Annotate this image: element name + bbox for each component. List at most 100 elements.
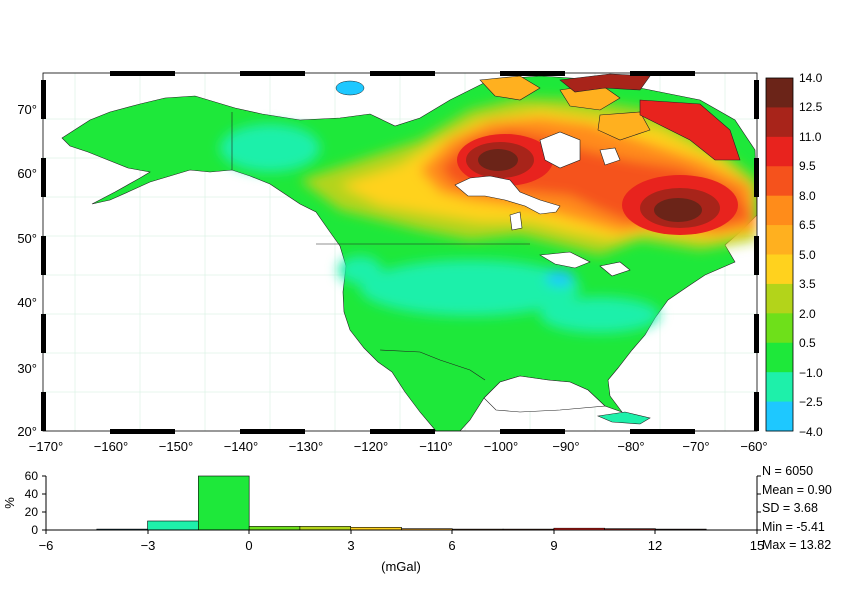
latitude-labels: 20° 30° 40° 50° 60° 70° (17, 102, 37, 439)
lat-label: 20° (17, 424, 37, 439)
colorbar-label: 8.0 (799, 189, 816, 203)
hist-y-label: 60 (25, 469, 39, 483)
colorbar-swatch (766, 136, 793, 167)
colorbar-swatches (766, 78, 793, 432)
hist-x-label: 15 (750, 538, 764, 553)
colorbar: 14.0 12.5 11.0 9.5 8.0 6.5 5.0 3.5 2.0 0… (765, 71, 823, 439)
low-anomaly-yukon (220, 124, 320, 172)
histogram-x-labels: −6 −3 0 3 6 9 12 15 (39, 538, 765, 553)
colorbar-label: 9.5 (799, 159, 816, 173)
hist-y-label: 40 (25, 487, 39, 501)
arctic-cyan-patch (335, 80, 365, 96)
lon-label: −140° (224, 439, 258, 454)
hist-y-label: 20 (25, 505, 39, 519)
colorbar-swatch (766, 401, 793, 432)
colorbar-swatch (766, 195, 793, 226)
gravity-anomaly-field (61, 73, 757, 431)
james-bay-water (509, 211, 523, 231)
hudson-bay-water (454, 175, 561, 215)
colorbar-swatch (766, 313, 793, 344)
histogram-bar (299, 526, 352, 531)
colorbar-swatch (766, 78, 793, 108)
lon-label: −150° (159, 439, 193, 454)
high-anomaly-quebec-peak (654, 198, 702, 222)
labrador-sea-water (539, 131, 621, 169)
low-anomaly-east (540, 297, 660, 333)
map-border-ticks (41, 71, 759, 434)
stat-max: Max = 13.82 (762, 538, 832, 552)
lon-label: −110° (419, 439, 453, 454)
hist-y-label: 0 (31, 523, 38, 537)
arctic-islands (479, 75, 651, 141)
lat-label: 30° (17, 361, 37, 376)
political-boundaries (231, 112, 530, 381)
colorbar-label: 0.5 (799, 336, 816, 350)
hist-x-label: 0 (245, 538, 252, 553)
map-panel: −170° −160° −150° −140° −130° −120° −110… (17, 71, 768, 454)
statistics-panel: N = 6050 Mean = 0.90 SD = 3.68 Min = -5.… (762, 462, 842, 555)
cuba (596, 411, 651, 425)
histogram-y-labels: 0 20 40 60 (25, 469, 39, 537)
hist-x-label: 6 (448, 538, 455, 553)
ellesmere-island (559, 73, 651, 93)
histogram-bar (198, 475, 250, 531)
stat-mean: Mean = 0.90 (762, 482, 832, 497)
lon-label: −120° (354, 439, 388, 454)
high-anomaly-hudson-bay-peak (478, 149, 518, 171)
low-anomaly-west (338, 256, 382, 284)
lat-label: 60° (17, 166, 37, 181)
colorbar-swatch (766, 283, 793, 314)
histogram-bars (96, 475, 707, 531)
colorbar-label: 5.0 (799, 248, 816, 262)
colorbar-swatch (766, 254, 793, 285)
colorbar-label: 11.0 (799, 130, 822, 144)
lat-label: 50° (17, 231, 37, 246)
great-lakes-water (539, 251, 631, 277)
histogram-x-ticks (45, 530, 758, 534)
stat-count: N = 6050 (762, 464, 814, 478)
hist-x-label: −3 (141, 538, 156, 553)
longitude-labels: −170° −160° −150° −140° −130° −120° −110… (29, 439, 768, 454)
lon-label: −130° (289, 439, 323, 454)
lon-label: −90° (552, 439, 579, 454)
hist-x-label: 12 (648, 538, 662, 553)
colorbar-swatch (766, 342, 793, 373)
colorbar-label: 6.5 (799, 218, 816, 232)
colorbar-swatch (766, 107, 793, 138)
colorbar-label: −1.0 (799, 366, 823, 380)
lon-label: −160° (94, 439, 128, 454)
colorbar-swatch (766, 166, 793, 197)
colorbar-labels: 14.0 12.5 11.0 9.5 8.0 6.5 5.0 3.5 2.0 0… (799, 71, 823, 439)
colorbar-label: −2.5 (799, 395, 823, 409)
colorbar-label: 3.5 (799, 277, 816, 291)
hist-x-label: 9 (550, 538, 557, 553)
colorbar-swatch (766, 225, 793, 255)
histogram-y-ticks (42, 475, 761, 531)
histogram-bar (248, 526, 301, 531)
lon-label: −100° (484, 439, 518, 454)
lat-label: 40° (17, 295, 37, 310)
lon-label: −70° (682, 439, 709, 454)
histogram: 0 20 40 60 −6 −3 0 3 6 9 12 15 (mGal) % (2, 469, 764, 574)
hist-x-label: 3 (347, 538, 354, 553)
colorbar-label: −4.0 (799, 425, 823, 439)
histogram-x-title: (mGal) (381, 559, 421, 574)
histogram-bar (147, 520, 199, 531)
colorbar-label: 12.5 (799, 100, 823, 114)
lon-label: −80° (617, 439, 644, 454)
colorbar-frame (765, 77, 794, 432)
stat-min: Min = -5.41 (762, 519, 825, 534)
hist-x-label: −6 (39, 538, 54, 553)
colorbar-swatch (766, 372, 793, 402)
low-anomaly-plains (360, 260, 580, 316)
lat-label: 70° (17, 102, 37, 117)
colorbar-label: 14.0 (799, 71, 823, 85)
baffin-island (639, 99, 741, 161)
stat-sd: SD = 3.68 (762, 501, 818, 515)
colorbar-label: 2.0 (799, 307, 816, 321)
lon-label: −60° (740, 439, 767, 454)
histogram-y-title: % (2, 497, 17, 509)
gulf-of-mexico-water (483, 375, 606, 413)
low-anomaly-lakes (546, 270, 574, 286)
lon-label: −170° (29, 439, 63, 454)
